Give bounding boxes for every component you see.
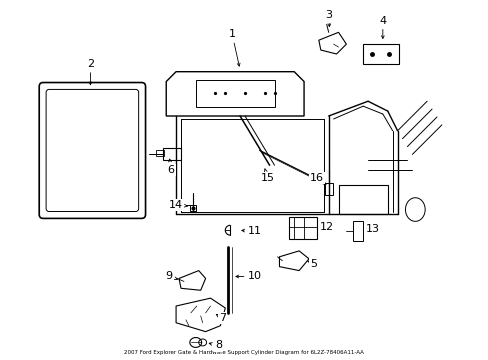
Bar bbox=[195, 80, 274, 107]
Bar bbox=[363, 44, 398, 64]
Text: 11: 11 bbox=[241, 226, 261, 236]
Text: 9: 9 bbox=[165, 271, 177, 282]
Bar bbox=[189, 204, 195, 211]
Text: 4: 4 bbox=[379, 15, 386, 39]
Text: 13: 13 bbox=[365, 224, 379, 234]
Bar bbox=[163, 148, 181, 160]
Text: 7: 7 bbox=[216, 313, 225, 323]
Text: 2007 Ford Explorer Gate & Hardware Support Cylinder Diagram for 6L2Z-78406A11-AA: 2007 Ford Explorer Gate & Hardware Suppo… bbox=[124, 350, 363, 355]
Text: 10: 10 bbox=[235, 271, 261, 282]
Text: 1: 1 bbox=[228, 29, 240, 66]
Text: 16: 16 bbox=[309, 173, 325, 184]
Text: 6: 6 bbox=[167, 159, 174, 175]
Text: 5: 5 bbox=[307, 259, 317, 269]
Bar bbox=[352, 221, 363, 241]
Bar bbox=[338, 185, 387, 215]
Text: 8: 8 bbox=[209, 341, 222, 350]
Bar bbox=[156, 150, 164, 156]
Text: 2: 2 bbox=[87, 59, 94, 85]
Text: 3: 3 bbox=[325, 10, 331, 27]
Bar bbox=[324, 183, 332, 195]
Text: 14: 14 bbox=[169, 199, 187, 210]
Text: 12: 12 bbox=[319, 222, 333, 232]
Text: 15: 15 bbox=[260, 169, 274, 183]
Bar bbox=[289, 217, 316, 239]
